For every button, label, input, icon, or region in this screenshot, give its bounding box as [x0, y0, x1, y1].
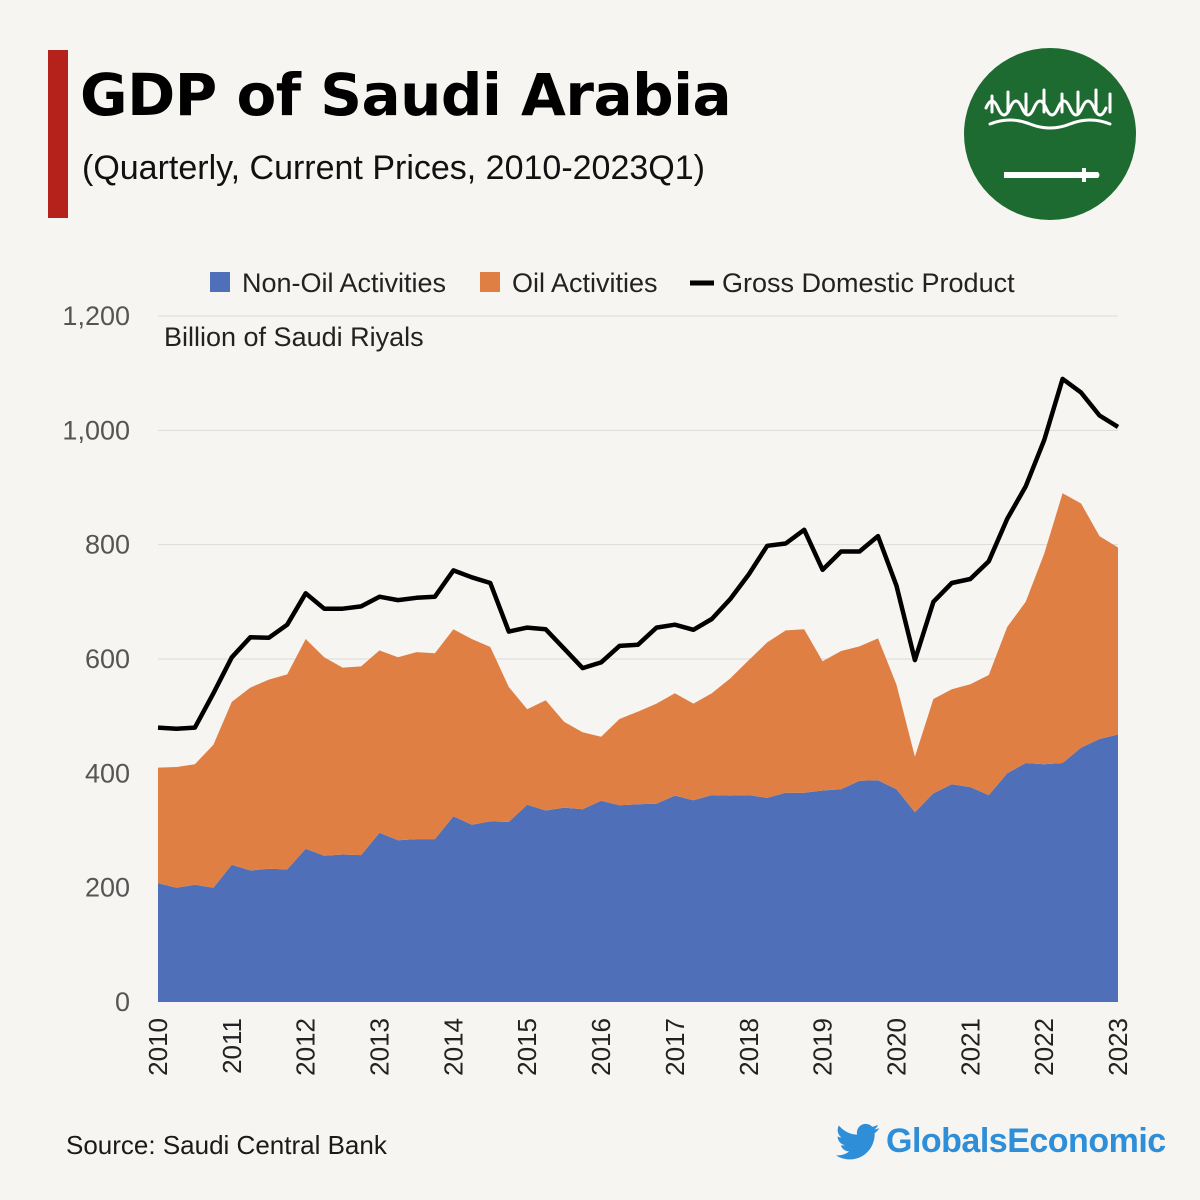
x-tick-label-2017: 2017: [660, 1018, 690, 1076]
line-gross-domestic-product: [157, 376, 1120, 731]
twitter-bird-icon: [836, 1123, 880, 1159]
x-tick-label-2021: 2021: [955, 1018, 985, 1076]
x-tick-label-2013: 2013: [365, 1018, 395, 1076]
x-tick-label-2012: 2012: [291, 1018, 321, 1076]
x-tick-label-2018: 2018: [734, 1018, 764, 1076]
area-oil-activities: [158, 493, 1118, 888]
page-title: GDP of Saudi Arabia: [80, 61, 732, 129]
x-tick-label-2014: 2014: [438, 1018, 468, 1076]
legend: Non-Oil Activities Oil Activities Gross Do…: [210, 268, 1015, 298]
legend-swatch-oil-activities: [480, 272, 500, 292]
brand-handle[interactable]: GlobalsEconomic: [836, 1122, 1166, 1161]
page-subtitle: (Quarterly, Current Prices, 2010-2023Q1): [82, 149, 705, 187]
y-tick-label-400: 400: [85, 758, 130, 788]
x-tick-label-2010: 2010: [143, 1018, 173, 1076]
y-axis: 0 200 400 600 800 1,000 1,200: [62, 301, 130, 1017]
unit-label: Billion of Saudi Riyals: [164, 322, 424, 352]
y-tick-label-1000: 1,000: [62, 415, 130, 445]
y-tick-label-600: 600: [85, 644, 130, 674]
x-tick-label-2016: 2016: [586, 1018, 616, 1076]
legend-label-gross-domestic-product: Gross Domestic Product: [722, 268, 1015, 298]
x-tick-label-2019: 2019: [808, 1018, 838, 1076]
area-non-oil-activities: [158, 734, 1118, 1002]
saudi-flag-icon: [964, 48, 1136, 220]
title-accent-bar: [48, 50, 68, 218]
x-tick-label-2015: 2015: [512, 1018, 542, 1076]
legend-label-non-oil-activities: Non-Oil Activities: [242, 268, 446, 298]
x-tick-label-2023: 2023: [1103, 1018, 1133, 1076]
source-note: Source: Saudi Central Bank: [66, 1130, 387, 1160]
area-series: [158, 493, 1118, 1002]
flag-sword: [1004, 168, 1100, 182]
x-tick-label-2020: 2020: [881, 1018, 911, 1076]
legend-label-oil-activities: Oil Activities: [512, 268, 658, 298]
legend-swatch-non-oil-activities: [210, 272, 230, 292]
y-tick-label-800: 800: [85, 530, 130, 560]
y-tick-label-1200: 1,200: [62, 301, 130, 331]
line-series: [157, 376, 1120, 731]
y-tick-label-200: 200: [85, 873, 130, 903]
brand-name: GlobalsEconomic: [886, 1122, 1166, 1160]
y-tick-label-0: 0: [115, 987, 130, 1017]
flag-script-emblem: [984, 88, 1112, 130]
x-axis: 2010 2011 2012 2013 2014 2015 2016 2017 2018 2019…: [143, 1018, 1133, 1076]
x-tick-label-2011: 2011: [217, 1018, 247, 1074]
x-tick-label-2022: 2022: [1029, 1018, 1059, 1076]
